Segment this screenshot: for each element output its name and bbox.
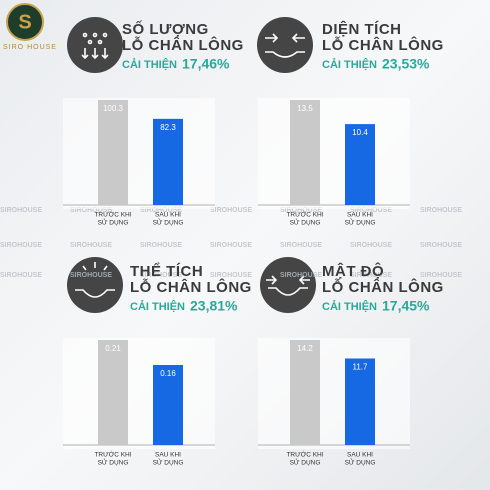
plot-panel [63, 98, 215, 209]
improvement-value: 23,53% [382, 56, 430, 72]
value-label: 0.21 [105, 344, 121, 353]
chart-title: LỖ CHÂN LÔNG [322, 36, 444, 54]
watermark: SIROHOUSE [0, 242, 42, 249]
x-tick-label: TRƯỚC KHI [94, 210, 131, 219]
watermark: SIROHOUSE [140, 272, 182, 279]
x-tick-label: SỬ DỤNG [290, 218, 321, 227]
chart-title: THỂ TÍCH [130, 262, 203, 280]
chart-title: MẬT ĐỘ [322, 262, 384, 280]
bar [153, 365, 183, 445]
x-tick-label: TRƯỚC KHI [286, 210, 323, 219]
improvement-label: CẢI THIỆN [322, 58, 377, 71]
watermark: SIROHOUSE [210, 242, 252, 249]
x-tick-label: SỬ DỤNG [98, 458, 129, 467]
x-tick-label: SỬ DỤNG [98, 218, 129, 227]
x-tick-label: SAU KHI [347, 212, 373, 219]
x-tick-label: SỬ DỤNG [153, 218, 184, 227]
watermark: SIROHOUSE [280, 242, 322, 249]
chart-title: LỖ CHÂN LÔNG [130, 278, 252, 296]
improvement-value: 17,45% [382, 298, 430, 314]
improvement-label: CẢI THIỆN [122, 58, 177, 71]
value-label: 13.5 [297, 104, 313, 113]
bar [290, 100, 320, 205]
bar [345, 124, 375, 205]
improvement-label: CẢI THIỆN [322, 300, 377, 313]
x-tick-label: SAU KHI [155, 452, 181, 459]
plot-panel [258, 98, 410, 209]
logo-mark: S [6, 3, 44, 41]
svg-text:S: S [18, 11, 31, 33]
watermark: SIROHOUSE [420, 242, 462, 249]
value-label: 10.4 [352, 128, 368, 137]
plot-panel [258, 338, 410, 449]
x-tick-label: SỬ DỤNG [345, 218, 376, 227]
watermark: SIROHOUSE [140, 242, 182, 249]
improvement-value: 23,81% [190, 298, 238, 314]
bar [345, 358, 375, 445]
logo-text: SIRO HOUSE [3, 44, 57, 51]
watermark: SIROHOUSE [70, 272, 112, 279]
watermark: SIROHOUSE [70, 242, 112, 249]
bar [98, 340, 128, 445]
chart-title: LỖ CHÂN LÔNG [122, 36, 244, 54]
x-tick-label: SAU KHI [155, 212, 181, 219]
watermark: SIROHOUSE [350, 242, 392, 249]
watermark: SIROHOUSE [350, 272, 392, 279]
improvement-value: 17,46% [182, 56, 230, 72]
watermark: SIROHOUSE [210, 272, 252, 279]
value-label: 14.2 [297, 344, 313, 353]
value-label: 82.3 [160, 123, 176, 132]
x-tick-label: SAU KHI [347, 452, 373, 459]
watermark: SIROHOUSE [70, 207, 112, 214]
watermark: SIROHOUSE [0, 272, 42, 279]
x-tick-label: SỬ DỤNG [153, 458, 184, 467]
watermark: SIROHOUSE [420, 207, 462, 214]
value-label: 100.3 [103, 104, 124, 113]
bar [98, 100, 128, 205]
value-label: 11.7 [353, 363, 369, 372]
bar [290, 340, 320, 445]
x-tick-label: TRƯỚC KHI [286, 450, 323, 459]
watermark: SIROHOUSE [280, 207, 322, 214]
watermark: SIROHOUSE [140, 207, 182, 214]
chart-title: DIỆN TÍCH [322, 20, 402, 38]
chart-title: LỖ CHÂN LÔNG [322, 278, 444, 296]
watermark: SIROHOUSE [210, 207, 252, 214]
watermark: SIROHOUSE [0, 207, 42, 214]
improvement-label: CẢI THIỆN [130, 300, 185, 313]
x-tick-label: SỬ DỤNG [290, 458, 321, 467]
bar [153, 118, 183, 205]
icons [67, 17, 316, 313]
x-tick-label: TRƯỚC KHI [94, 450, 131, 459]
chart-title: SỐ LƯỢNG [122, 20, 209, 38]
plot-panel [63, 338, 215, 449]
watermark: SIROHOUSE [350, 207, 392, 214]
watermark: SIROHOUSE [420, 272, 462, 279]
value-label: 0.16 [160, 369, 176, 378]
watermark: SIROHOUSE [280, 272, 322, 279]
x-tick-label: SỬ DỤNG [345, 458, 376, 467]
